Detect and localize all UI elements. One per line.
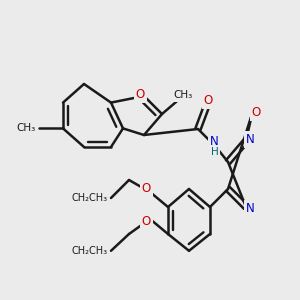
Text: N: N (246, 133, 255, 146)
Text: O: O (252, 106, 261, 119)
Text: N: N (246, 202, 255, 215)
Text: CH₃: CH₃ (16, 123, 35, 134)
Text: O: O (136, 88, 145, 101)
Text: H: H (211, 147, 218, 158)
Text: CH₃: CH₃ (173, 90, 193, 100)
Text: O: O (142, 215, 151, 228)
Text: CH₂CH₃: CH₂CH₃ (71, 193, 107, 203)
Text: O: O (142, 182, 151, 195)
Text: N: N (210, 135, 219, 148)
Text: CH₂CH₃: CH₂CH₃ (71, 246, 107, 256)
Text: O: O (204, 94, 213, 107)
